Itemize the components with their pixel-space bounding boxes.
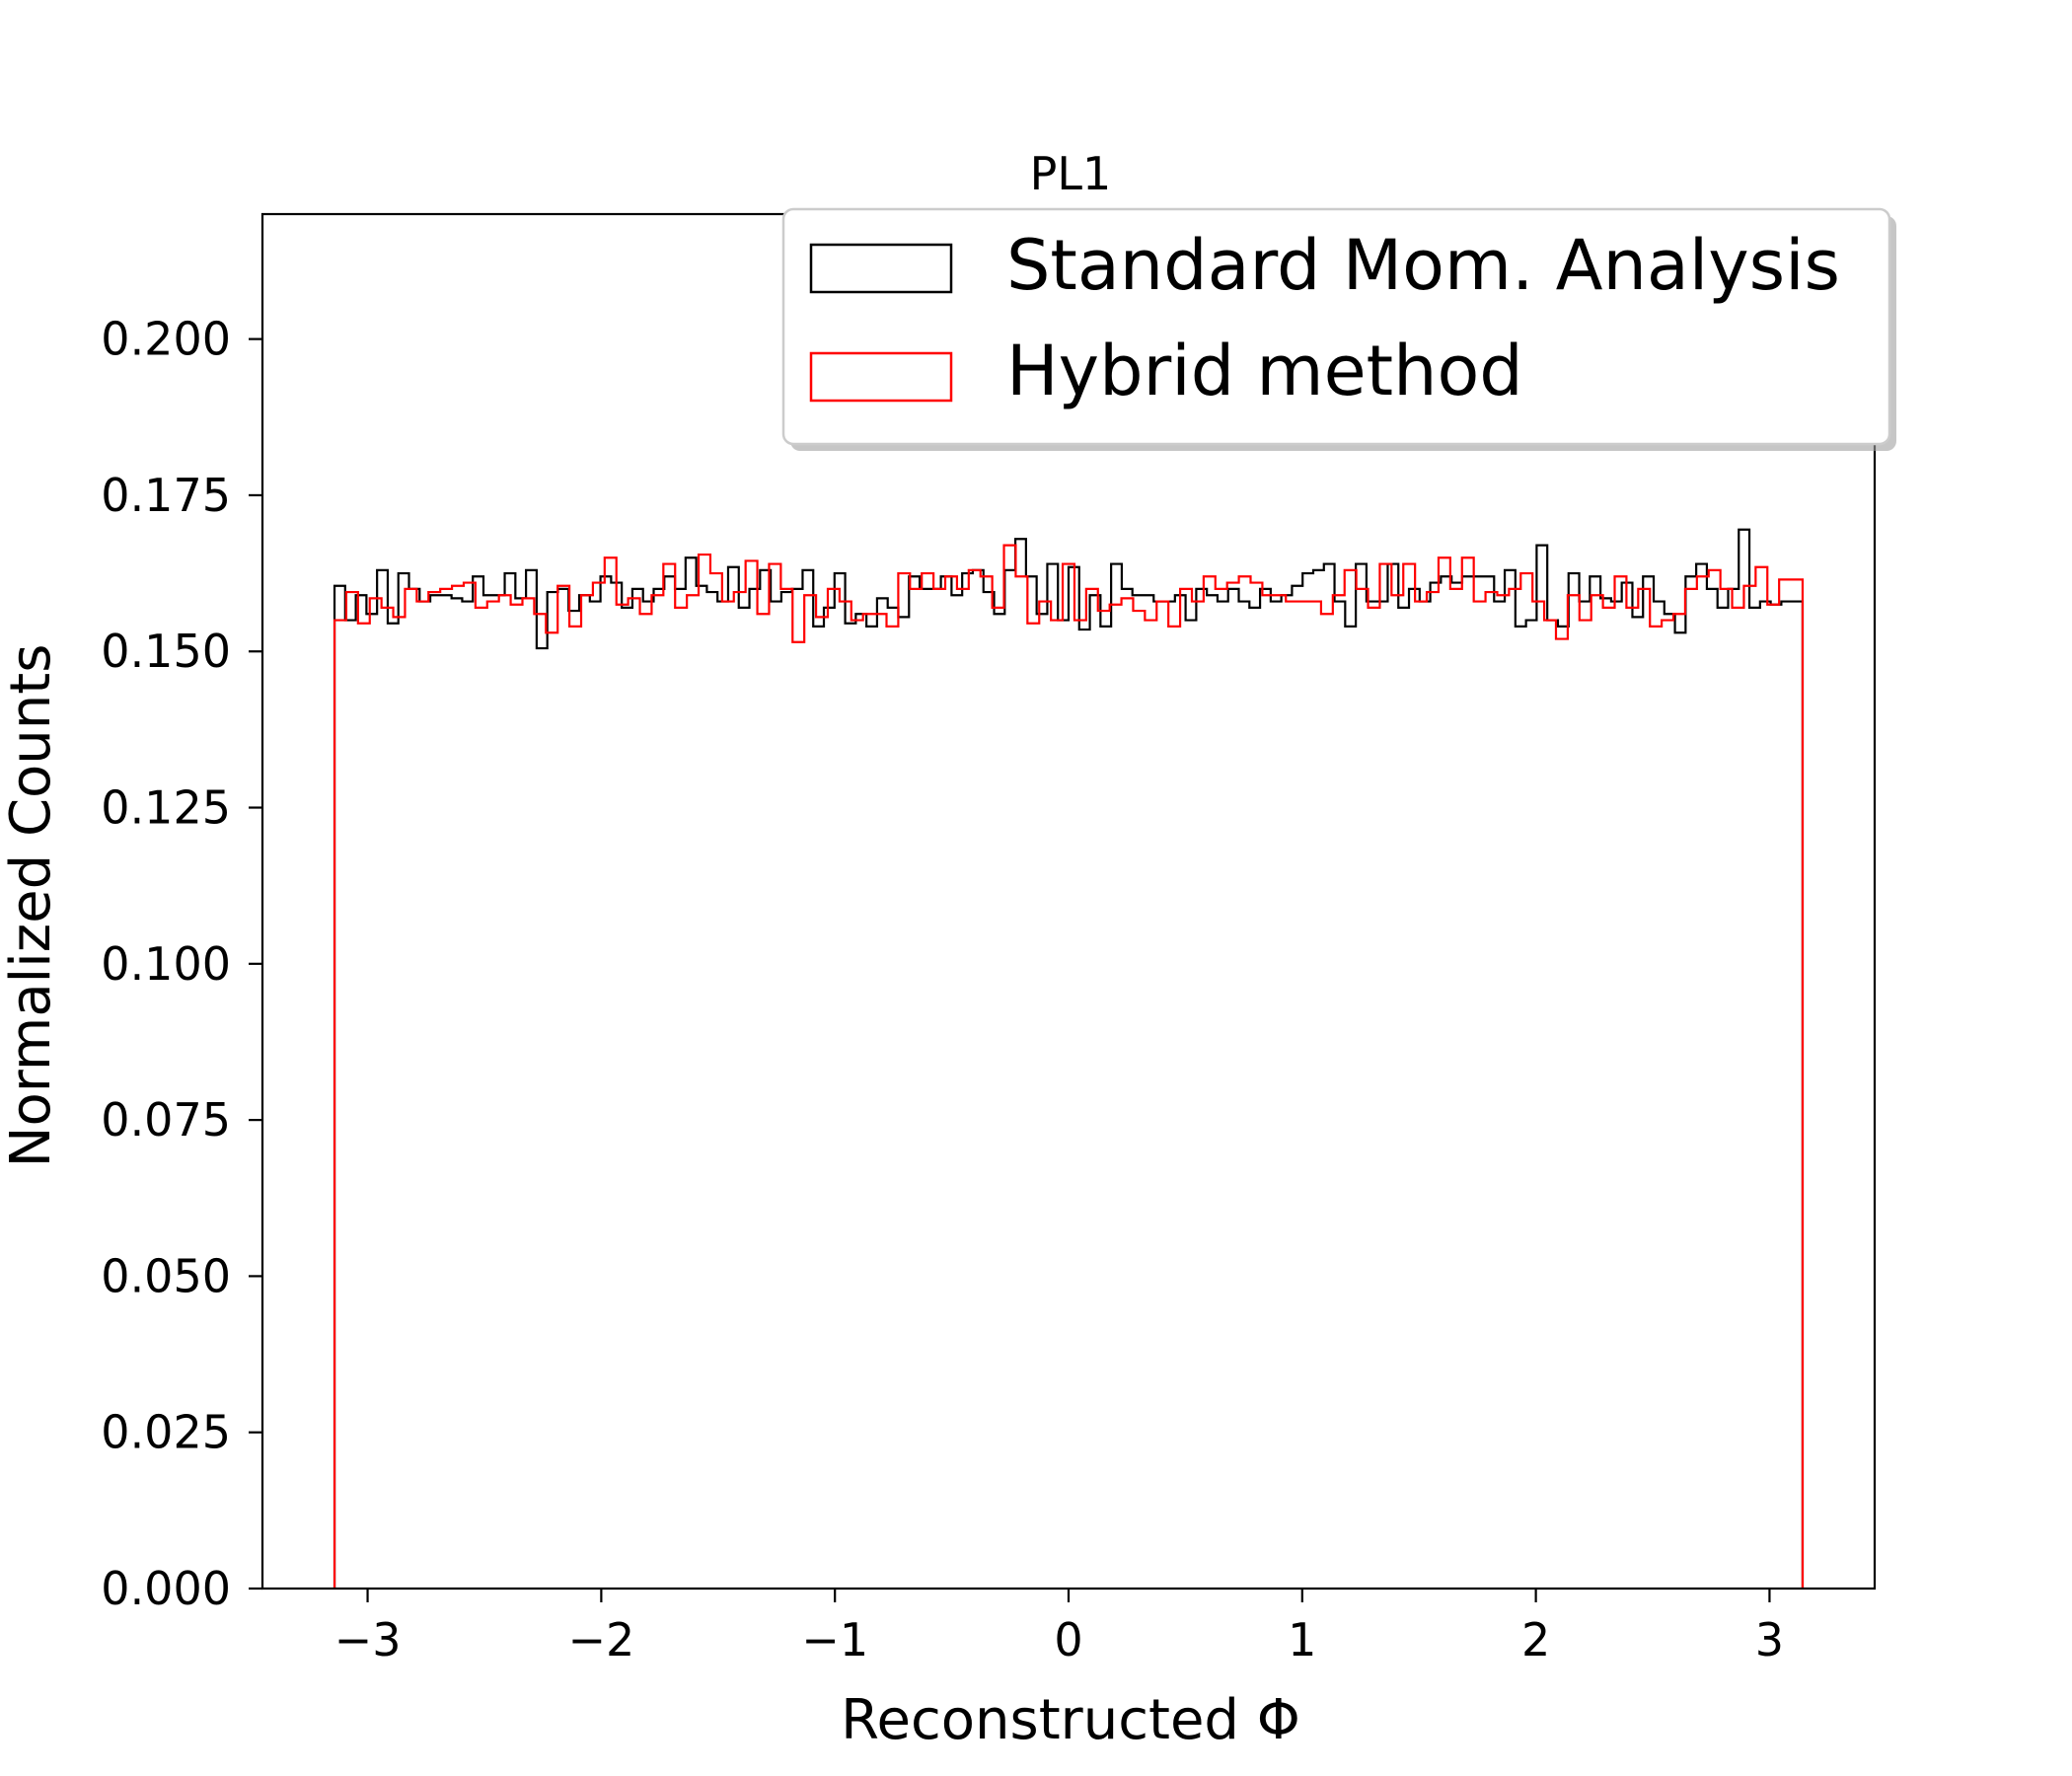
legend-label-hybrid: Hybrid method bbox=[1006, 331, 1523, 411]
y-axis-label: Normalized Counts bbox=[0, 644, 63, 1168]
y-tick-label: 0.175 bbox=[101, 469, 231, 522]
series-hybrid-method-step bbox=[333, 544, 1805, 1589]
y-axis-ticks: 0.000 0.025 0.050 0.075 0.100 0.125 0.150 0.175… bbox=[101, 313, 262, 1615]
y-tick-label: 0.050 bbox=[101, 1249, 231, 1302]
legend-swatch-hybrid bbox=[809, 351, 953, 403]
legend-swatch-standard bbox=[809, 243, 953, 294]
y-tick-label: 0.200 bbox=[101, 313, 231, 366]
series-layer bbox=[333, 528, 1805, 1589]
y-tick-label: 0.025 bbox=[101, 1406, 231, 1459]
x-tick-label: 0 bbox=[1054, 1613, 1082, 1666]
x-tick-label: −3 bbox=[334, 1613, 402, 1666]
y-tick-label: 0.100 bbox=[101, 937, 231, 991]
legend-box bbox=[781, 207, 1891, 446]
y-tick-label: 0.150 bbox=[101, 625, 231, 678]
legend-label-standard: Standard Mom. Analysis bbox=[1006, 225, 1840, 306]
x-tick-label: 3 bbox=[1755, 1613, 1784, 1666]
x-tick-label: 1 bbox=[1288, 1613, 1316, 1666]
x-axis-ticks: −3 −2 −1 0 1 2 3 bbox=[334, 1589, 1784, 1666]
y-tick-label: 0.075 bbox=[101, 1093, 231, 1147]
y-tick-label: 0.125 bbox=[101, 781, 231, 835]
x-tick-label: 2 bbox=[1521, 1613, 1550, 1666]
legend: Standard Mom. Analysis Hybrid method bbox=[781, 207, 1896, 451]
y-tick-label: 0.000 bbox=[101, 1562, 231, 1615]
x-tick-label: −2 bbox=[567, 1613, 634, 1666]
x-axis-label: Reconstructed Φ bbox=[841, 1688, 1300, 1752]
chart-title: PL1 bbox=[1030, 147, 1112, 200]
x-tick-label: −1 bbox=[801, 1613, 868, 1666]
